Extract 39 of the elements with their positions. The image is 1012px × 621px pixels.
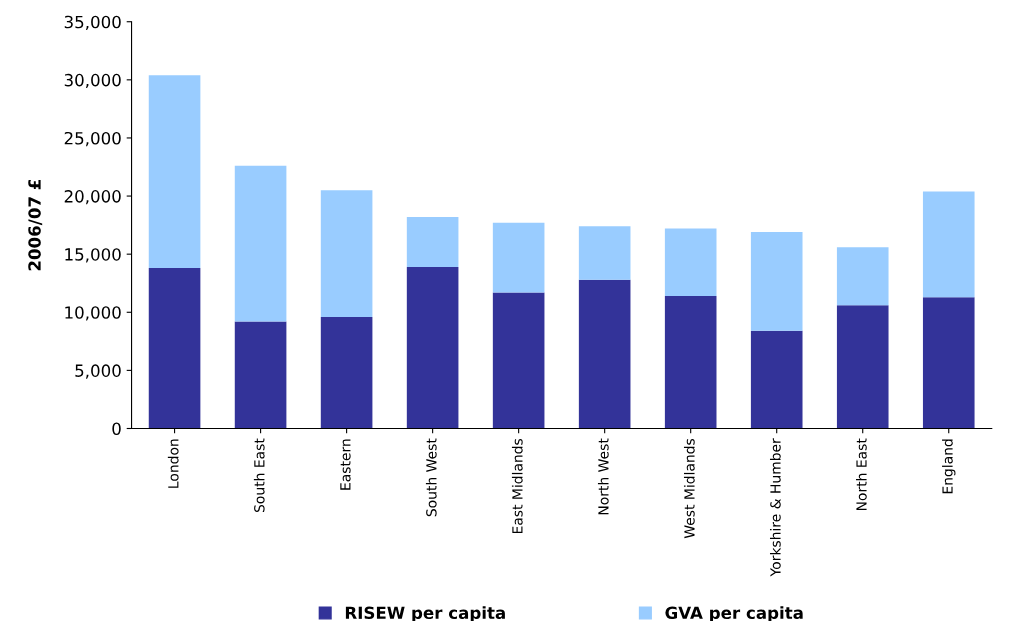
bar xyxy=(836,305,889,429)
y-tick-label: 20,000 xyxy=(64,190,121,205)
y-tick-label: 30,000 xyxy=(64,73,121,89)
x-tick-label: West Midlands xyxy=(683,438,695,539)
bar xyxy=(234,321,287,429)
y-axis-title: 2006/07 £ xyxy=(28,179,43,271)
y-tick-label: 15,000 xyxy=(65,248,121,263)
bar xyxy=(578,279,631,429)
x-tick-label: London xyxy=(167,439,179,488)
bar xyxy=(320,190,373,317)
bar xyxy=(922,191,975,298)
bar xyxy=(664,228,717,296)
bar xyxy=(406,216,459,267)
x-tick-label: England xyxy=(942,439,956,494)
bar xyxy=(406,266,459,429)
y-tick-label: 0 xyxy=(112,422,121,436)
bar xyxy=(750,232,803,331)
bar xyxy=(750,330,803,429)
bar xyxy=(578,226,631,280)
y-tick-label: 25,000 xyxy=(64,131,121,147)
bar xyxy=(922,297,975,429)
bar xyxy=(148,75,201,269)
bar xyxy=(664,296,717,429)
x-tick-label: South East xyxy=(253,438,265,513)
bar xyxy=(320,316,373,429)
x-tick-label: South West xyxy=(425,438,437,517)
y-tick-label: 5,000 xyxy=(75,364,121,379)
bar xyxy=(492,292,545,429)
bar xyxy=(836,247,889,306)
x-tick-label: Yorkshire & Humber xyxy=(769,438,781,577)
x-tick-label: East Midlands xyxy=(511,438,523,534)
y-tick-label: 10,000 xyxy=(65,306,121,321)
x-tick-label: Eastern xyxy=(340,439,351,490)
x-tick-label: North West xyxy=(597,438,609,515)
bar xyxy=(492,222,545,293)
bar xyxy=(148,268,201,429)
y-tick-label: 35,000 xyxy=(64,15,121,30)
x-tick-label: North East xyxy=(856,438,867,511)
bar xyxy=(234,165,287,322)
